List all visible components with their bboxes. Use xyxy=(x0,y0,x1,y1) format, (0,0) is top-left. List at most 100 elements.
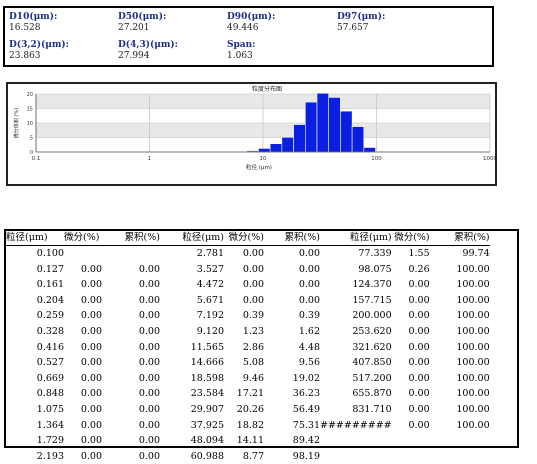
y-axis-label: 微分体积 (%) xyxy=(13,108,20,138)
table-cell: 100.00 xyxy=(430,402,490,418)
table-cell: 60.988 xyxy=(160,449,224,464)
table-cell: 20.26 xyxy=(224,402,264,418)
y-tick-label: 20 xyxy=(27,92,33,98)
table-cell: 0.00 xyxy=(64,324,102,340)
stat-value: 57.657 xyxy=(337,23,385,34)
table-cell: 0.00 xyxy=(392,371,430,387)
table-cell: 1.364 xyxy=(6,418,64,434)
table-cell: 0.848 xyxy=(6,386,64,402)
table-cell: 0.259 xyxy=(6,308,64,324)
column-header: 累积(%) xyxy=(430,231,490,246)
column-header: 粒径(μm) xyxy=(6,231,64,246)
stat-label: D50(μm): xyxy=(118,12,166,23)
stat-value: 27.201 xyxy=(118,23,166,34)
table-cell: 0.00 xyxy=(64,371,102,387)
table-cell: 0.00 xyxy=(102,308,160,324)
table-cell: 0.00 xyxy=(102,386,160,402)
stat-value: 27.994 xyxy=(118,51,178,62)
table-cell: 0.00 xyxy=(264,277,320,293)
stat-label: D10(μm): xyxy=(9,12,57,23)
table-cell: 14.666 xyxy=(160,355,224,371)
table-cell: 19.02 xyxy=(264,371,320,387)
table-cell: 0.416 xyxy=(6,340,64,356)
table-cell: 0.00 xyxy=(264,293,320,309)
table-cell: 98.075 xyxy=(320,262,392,278)
chart-title: 粒度分布图 xyxy=(252,85,282,93)
table-cell: 0.00 xyxy=(64,340,102,356)
table-cell: 9.56 xyxy=(264,355,320,371)
chart-svg: 0.1110100100005101520粒度分布图粒径 (μm)微分体积 (%… xyxy=(8,84,495,184)
table-cell: 0.00 xyxy=(102,449,160,464)
table-cell: 4.472 xyxy=(160,277,224,293)
table-cell: 100.00 xyxy=(430,262,490,278)
x-tick-label: 1 xyxy=(148,156,152,162)
stat-label: D(3,2)(μm): xyxy=(9,40,69,51)
table-cell: 0.00 xyxy=(64,293,102,309)
table-cell: 1.55 xyxy=(392,246,430,262)
chart-bar xyxy=(305,102,317,152)
chart-bar xyxy=(282,137,294,152)
table-cell: 7.192 xyxy=(160,308,224,324)
table-cell: 0.00 xyxy=(392,355,430,371)
table-cell: 0.00 xyxy=(102,371,160,387)
table-cell xyxy=(430,433,490,449)
table-cell: 0.00 xyxy=(392,293,430,309)
table-cell: 0.00 xyxy=(64,449,102,464)
table-cell: 0.00 xyxy=(64,433,102,449)
table-cell: 100.00 xyxy=(430,386,490,402)
summary-statistics-panel: D10(μm): 16.528 D50(μm): 27.201 D90(μm):… xyxy=(3,6,494,67)
table-cell: 18.598 xyxy=(160,371,224,387)
chart-bar xyxy=(270,144,282,152)
table-cell: 0.00 xyxy=(392,277,430,293)
table-cell: 0.00 xyxy=(102,324,160,340)
table-cell: 23.584 xyxy=(160,386,224,402)
stat-label: D90(μm): xyxy=(227,12,275,23)
table-cell: 89.42 xyxy=(264,433,320,449)
x-tick-label: 100 xyxy=(371,156,382,162)
table-cell: 200.000 xyxy=(320,308,392,324)
table-cell xyxy=(64,246,102,262)
table-cell: 3.527 xyxy=(160,262,224,278)
chart-bar xyxy=(258,148,270,152)
table-cell: 0.00 xyxy=(392,402,430,418)
table-cell: 0.00 xyxy=(264,246,320,262)
table-cell: 100.00 xyxy=(430,418,490,434)
table-cell: 18.82 xyxy=(224,418,264,434)
table-cell: 37.925 xyxy=(160,418,224,434)
table-cell: 98.19 xyxy=(264,449,320,464)
table-cell: 2.86 xyxy=(224,340,264,356)
table-cell: 100.00 xyxy=(430,340,490,356)
table-cell: 2.193 xyxy=(6,449,64,464)
table-cell: 0.00 xyxy=(392,308,430,324)
table-cell xyxy=(392,449,430,464)
table-cell: 0.00 xyxy=(64,418,102,434)
table-cell: 75.31 xyxy=(264,418,320,434)
table-cell: 0.00 xyxy=(392,386,430,402)
table-cell: 0.00 xyxy=(102,433,160,449)
table-cell: 0.127 xyxy=(6,262,64,278)
table-cell: 2.781 xyxy=(160,246,224,262)
table-cell: 5.08 xyxy=(224,355,264,371)
table-cell: 157.715 xyxy=(320,293,392,309)
table-cell xyxy=(320,433,392,449)
distribution-chart: 0.1110100100005101520粒度分布图粒径 (μm)微分体积 (%… xyxy=(6,82,497,186)
table-cell: 655.870 xyxy=(320,386,392,402)
table-cell: 0.00 xyxy=(102,293,160,309)
table-cell: 9.120 xyxy=(160,324,224,340)
table-cell: 100.00 xyxy=(430,355,490,371)
table-cell: 77.339 xyxy=(320,246,392,262)
table-cell: 0.100 xyxy=(6,246,64,262)
y-tick-label: 10 xyxy=(27,121,33,127)
table-cell: 0.00 xyxy=(102,262,160,278)
table-cell: 1.075 xyxy=(6,402,64,418)
table-cell: 100.00 xyxy=(430,293,490,309)
table-cell xyxy=(430,449,490,464)
table-cell: 0.00 xyxy=(64,277,102,293)
table-cell: 17.21 xyxy=(224,386,264,402)
